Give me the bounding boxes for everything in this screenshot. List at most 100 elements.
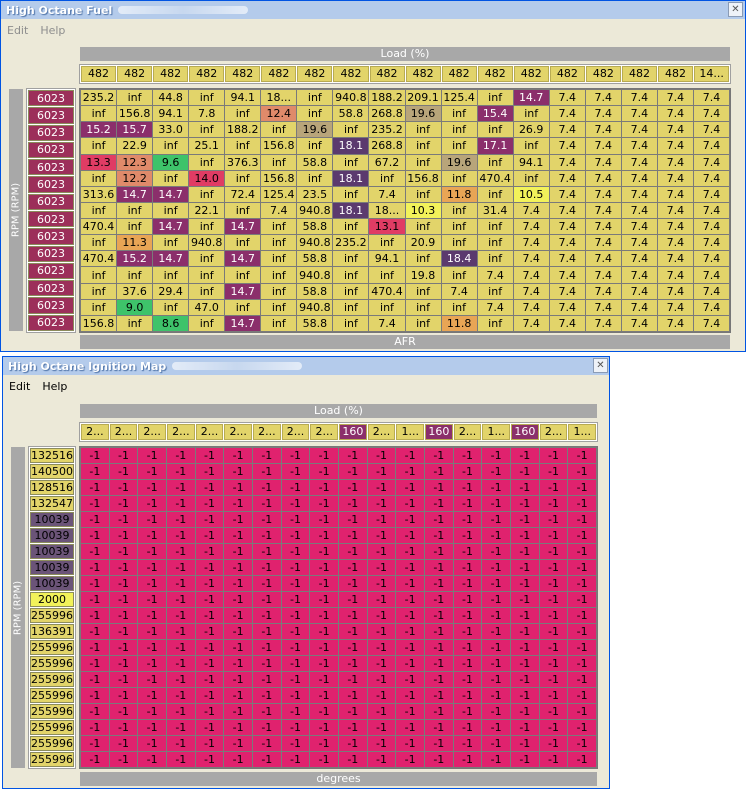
- fuel-cell[interactable]: 22.9: [117, 138, 153, 154]
- ignition-cell[interactable]: -1: [138, 464, 166, 479]
- ignition-cell[interactable]: -1: [310, 560, 338, 575]
- ignition-cell[interactable]: -1: [195, 688, 224, 703]
- fuel-cell[interactable]: 7.4: [657, 315, 693, 331]
- ignition-row-header[interactable]: 255996: [30, 736, 74, 751]
- ignition-cell[interactable]: -1: [81, 592, 109, 607]
- ignition-cell[interactable]: -1: [367, 640, 396, 655]
- fuel-cell[interactable]: 470.4: [369, 283, 405, 299]
- fuel-cell[interactable]: inf: [81, 202, 117, 219]
- fuel-cell[interactable]: 7.4: [585, 186, 621, 202]
- ignition-cell[interactable]: -1: [539, 704, 568, 719]
- ignition-cell[interactable]: -1: [482, 720, 510, 735]
- ignition-cell[interactable]: -1: [482, 640, 510, 655]
- fuel-cell[interactable]: 7.4: [261, 202, 297, 219]
- ignition-cell[interactable]: -1: [367, 512, 396, 527]
- fuel-cell[interactable]: inf: [117, 219, 153, 235]
- ignition-column-header[interactable]: 2...: [224, 424, 253, 440]
- ignition-cell[interactable]: -1: [539, 720, 568, 735]
- fuel-cell[interactable]: 14.7: [153, 219, 189, 235]
- ignition-cell[interactable]: -1: [195, 576, 224, 591]
- ignition-cell[interactable]: -1: [424, 720, 453, 735]
- ignition-cell[interactable]: -1: [453, 688, 482, 703]
- ignition-cell[interactable]: -1: [81, 624, 109, 639]
- ignition-row-header[interactable]: 2000: [30, 592, 74, 607]
- fuel-cell[interactable]: 15.4: [477, 106, 513, 122]
- ignition-cell[interactable]: -1: [166, 656, 195, 671]
- fuel-cell[interactable]: 12.2: [117, 170, 153, 186]
- ignition-cell[interactable]: -1: [252, 448, 281, 463]
- ignition-cell[interactable]: -1: [338, 672, 367, 687]
- ignition-cell[interactable]: -1: [166, 624, 195, 639]
- fuel-cell[interactable]: inf: [117, 267, 153, 283]
- ignition-cell[interactable]: -1: [281, 656, 310, 671]
- fuel-cell[interactable]: 7.4: [621, 90, 657, 106]
- fuel-cell[interactable]: 7.4: [657, 202, 693, 219]
- ignition-cell[interactable]: -1: [338, 576, 367, 591]
- ignition-row-header[interactable]: 255996: [30, 704, 74, 719]
- ignition-cell[interactable]: -1: [138, 560, 166, 575]
- ignition-cell[interactable]: -1: [138, 448, 166, 463]
- ignition-cell[interactable]: -1: [367, 656, 396, 671]
- ignition-cell[interactable]: -1: [396, 672, 424, 687]
- ignition-cell[interactable]: -1: [224, 576, 252, 591]
- ignition-cell[interactable]: -1: [109, 528, 138, 543]
- ignition-cell[interactable]: -1: [252, 672, 281, 687]
- fuel-cell[interactable]: 156.8: [261, 170, 297, 186]
- fuel-cell[interactable]: 940.8: [189, 235, 225, 251]
- ignition-cell[interactable]: -1: [367, 592, 396, 607]
- fuel-cell[interactable]: 20.9: [405, 235, 441, 251]
- ignition-cell[interactable]: -1: [367, 544, 396, 559]
- fuel-row-header[interactable]: 6023: [28, 262, 74, 280]
- fuel-cell[interactable]: inf: [513, 106, 549, 122]
- ignition-cell[interactable]: -1: [195, 640, 224, 655]
- ignition-cell[interactable]: -1: [166, 464, 195, 479]
- ignition-cell[interactable]: -1: [195, 608, 224, 623]
- fuel-row-header[interactable]: 6023: [28, 210, 74, 228]
- ignition-cell[interactable]: -1: [453, 720, 482, 735]
- fuel-cell[interactable]: 7.4: [621, 154, 657, 170]
- ignition-cell[interactable]: -1: [252, 464, 281, 479]
- ignition-cell[interactable]: -1: [424, 752, 453, 767]
- fuel-cell[interactable]: 26.9: [513, 122, 549, 138]
- fuel-cell[interactable]: inf: [81, 299, 117, 315]
- fuel-cell[interactable]: inf: [81, 283, 117, 299]
- ignition-cell[interactable]: -1: [81, 688, 109, 703]
- ignition-cell[interactable]: -1: [166, 576, 195, 591]
- fuel-cell[interactable]: inf: [405, 138, 441, 154]
- ignition-cell[interactable]: -1: [252, 608, 281, 623]
- fuel-cell[interactable]: inf: [333, 122, 369, 138]
- ignition-cell[interactable]: -1: [396, 464, 424, 479]
- fuel-column-header[interactable]: 482: [513, 66, 549, 82]
- ignition-cell[interactable]: -1: [109, 496, 138, 511]
- fuel-cell[interactable]: inf: [261, 154, 297, 170]
- ignition-cell[interactable]: -1: [568, 560, 596, 575]
- fuel-cell[interactable]: 7.4: [657, 154, 693, 170]
- ignition-cell[interactable]: -1: [109, 592, 138, 607]
- fuel-cell[interactable]: inf: [333, 267, 369, 283]
- ignition-cell[interactable]: -1: [138, 704, 166, 719]
- ignition-cell[interactable]: -1: [568, 656, 596, 671]
- fuel-cell[interactable]: 7.4: [549, 299, 585, 315]
- fuel-cell[interactable]: 25.1: [189, 138, 225, 154]
- ignition-cell[interactable]: -1: [396, 720, 424, 735]
- ignition-cell[interactable]: -1: [224, 512, 252, 527]
- fuel-cell[interactable]: inf: [225, 299, 261, 315]
- ignition-cell[interactable]: -1: [81, 448, 109, 463]
- fuel-cell[interactable]: inf: [225, 106, 261, 122]
- ignition-cell[interactable]: -1: [482, 448, 510, 463]
- ignition-cell[interactable]: -1: [424, 736, 453, 751]
- ignition-cell[interactable]: -1: [310, 464, 338, 479]
- fuel-cell[interactable]: inf: [441, 106, 477, 122]
- ignition-cell[interactable]: -1: [224, 752, 252, 767]
- ignition-cell[interactable]: -1: [195, 528, 224, 543]
- ignition-cell[interactable]: -1: [195, 624, 224, 639]
- fuel-cell[interactable]: inf: [81, 170, 117, 186]
- ignition-cell[interactable]: -1: [224, 480, 252, 495]
- fuel-row-header[interactable]: 6023: [28, 124, 74, 141]
- ignition-cell[interactable]: -1: [310, 528, 338, 543]
- fuel-cell[interactable]: 94.1: [513, 154, 549, 170]
- fuel-cell[interactable]: 7.4: [513, 267, 549, 283]
- ignition-cell[interactable]: -1: [138, 480, 166, 495]
- fuel-cell[interactable]: 7.4: [693, 267, 729, 283]
- fuel-cell[interactable]: 7.4: [693, 299, 729, 315]
